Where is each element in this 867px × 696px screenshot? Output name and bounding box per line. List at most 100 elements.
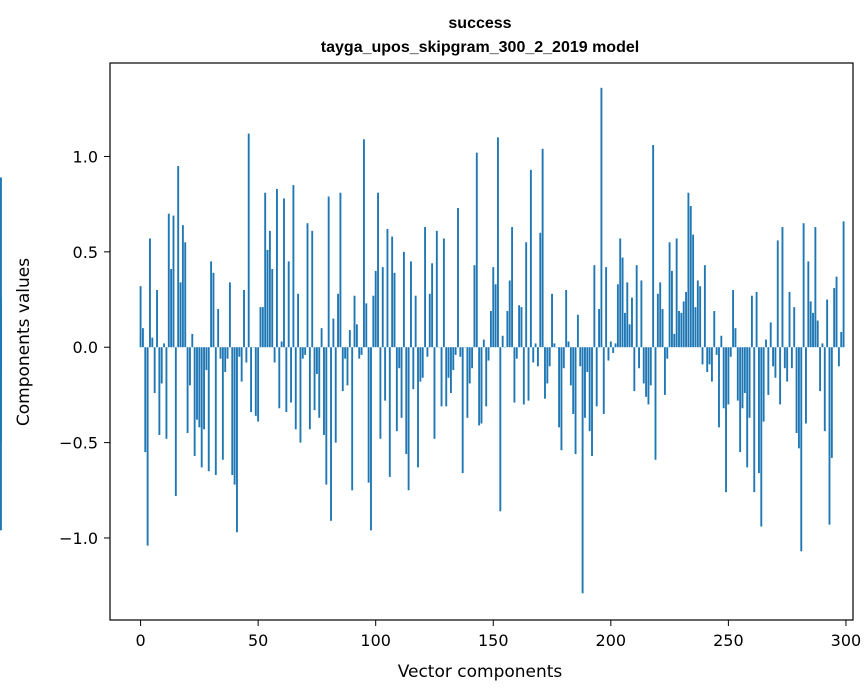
bar-242 [708,347,711,365]
bar-58 [276,188,278,348]
bar-275 [786,347,789,382]
bar-110 [398,347,401,369]
bar-105 [386,228,389,348]
bar-271 [776,240,779,348]
bar-161 [518,305,521,348]
bar-135 [457,207,459,348]
bar-158 [511,227,514,348]
bar-286 [812,312,814,348]
bar-282 [802,223,805,348]
bar-256 [741,347,744,409]
bar-295 [833,288,836,348]
bar-211 [635,265,638,348]
bar-280 [797,347,800,449]
bar-258 [746,347,749,468]
bar-54 [266,249,269,348]
bar-28 [205,347,208,371]
bar-41 [236,347,238,533]
bar-299 [842,221,845,348]
bar-209 [631,297,633,348]
bar-269 [772,347,774,367]
x-tick-label: 50 [248,631,268,650]
bar-62 [285,347,288,413]
bar-244 [713,310,716,348]
bar-157 [508,280,511,348]
bar-197 [602,347,605,414]
bar-203 [616,284,619,348]
bar-192 [591,347,593,456]
bar-32 [214,347,217,476]
bar-72 [308,347,311,430]
bar-178 [558,347,561,428]
bar-120 [421,347,424,378]
bar-115 [410,261,412,348]
bar-298 [840,331,843,348]
bar-119 [419,347,422,382]
bar-219 [654,347,657,460]
bar-195 [598,309,600,348]
bar-124 [431,263,434,348]
bar-151 [494,284,497,348]
bar-236 [694,307,697,348]
bar-168 [534,343,537,348]
bar-92 [355,324,358,348]
bar-129 [442,238,445,348]
bar-23 [193,347,196,456]
bar-30 [210,261,213,348]
bar-131 [447,347,450,378]
bar-175 [551,293,553,348]
bar-296 [835,276,838,348]
bar-160 [515,347,518,359]
bar-227 [673,333,676,348]
bar-164 [525,242,528,348]
bar-22 [191,333,194,348]
bar-162 [520,307,523,348]
bar-44 [243,290,245,348]
bar-154 [501,335,504,348]
bar-83 [334,347,337,443]
bar-117 [414,295,417,348]
bar-198 [605,267,608,348]
bar-159 [513,347,516,403]
bar-69 [301,347,304,359]
bar-191 [588,347,591,432]
bar-38 [228,282,231,348]
bar-42 [238,347,241,357]
bar-149 [489,310,492,348]
bar-243 [710,347,713,382]
bar-89 [348,330,351,348]
bar-46 [247,133,250,348]
bar-10 [163,343,166,348]
bar-140 [468,347,471,384]
bar-171 [541,148,544,348]
bar-121 [424,227,427,348]
bar-273 [781,227,784,348]
bar-20 [186,347,189,434]
bar-291 [823,347,826,432]
bar-49 [254,347,257,416]
bar-51 [259,307,262,348]
bar-173 [546,347,549,384]
bar-118 [417,347,419,468]
bar-24 [196,347,198,420]
bar-128 [440,347,443,407]
chart-title: success [448,15,511,32]
bar-65 [292,185,295,348]
y-tick-label: 0.0 [73,338,98,357]
bar-143 [475,152,478,348]
bar-264 [760,347,763,527]
bar-156 [506,310,509,348]
bar-106 [388,347,391,477]
bar-176 [553,343,556,348]
bar-5 [151,337,154,348]
bar-241 [706,347,709,373]
bar-214 [642,347,645,384]
bar-228 [675,238,678,348]
bar-75 [315,347,318,374]
bar-281 [800,347,803,552]
bar-249 [725,347,727,493]
bar-247 [720,335,723,348]
bar-126 [435,230,438,348]
bar-183 [569,347,572,386]
